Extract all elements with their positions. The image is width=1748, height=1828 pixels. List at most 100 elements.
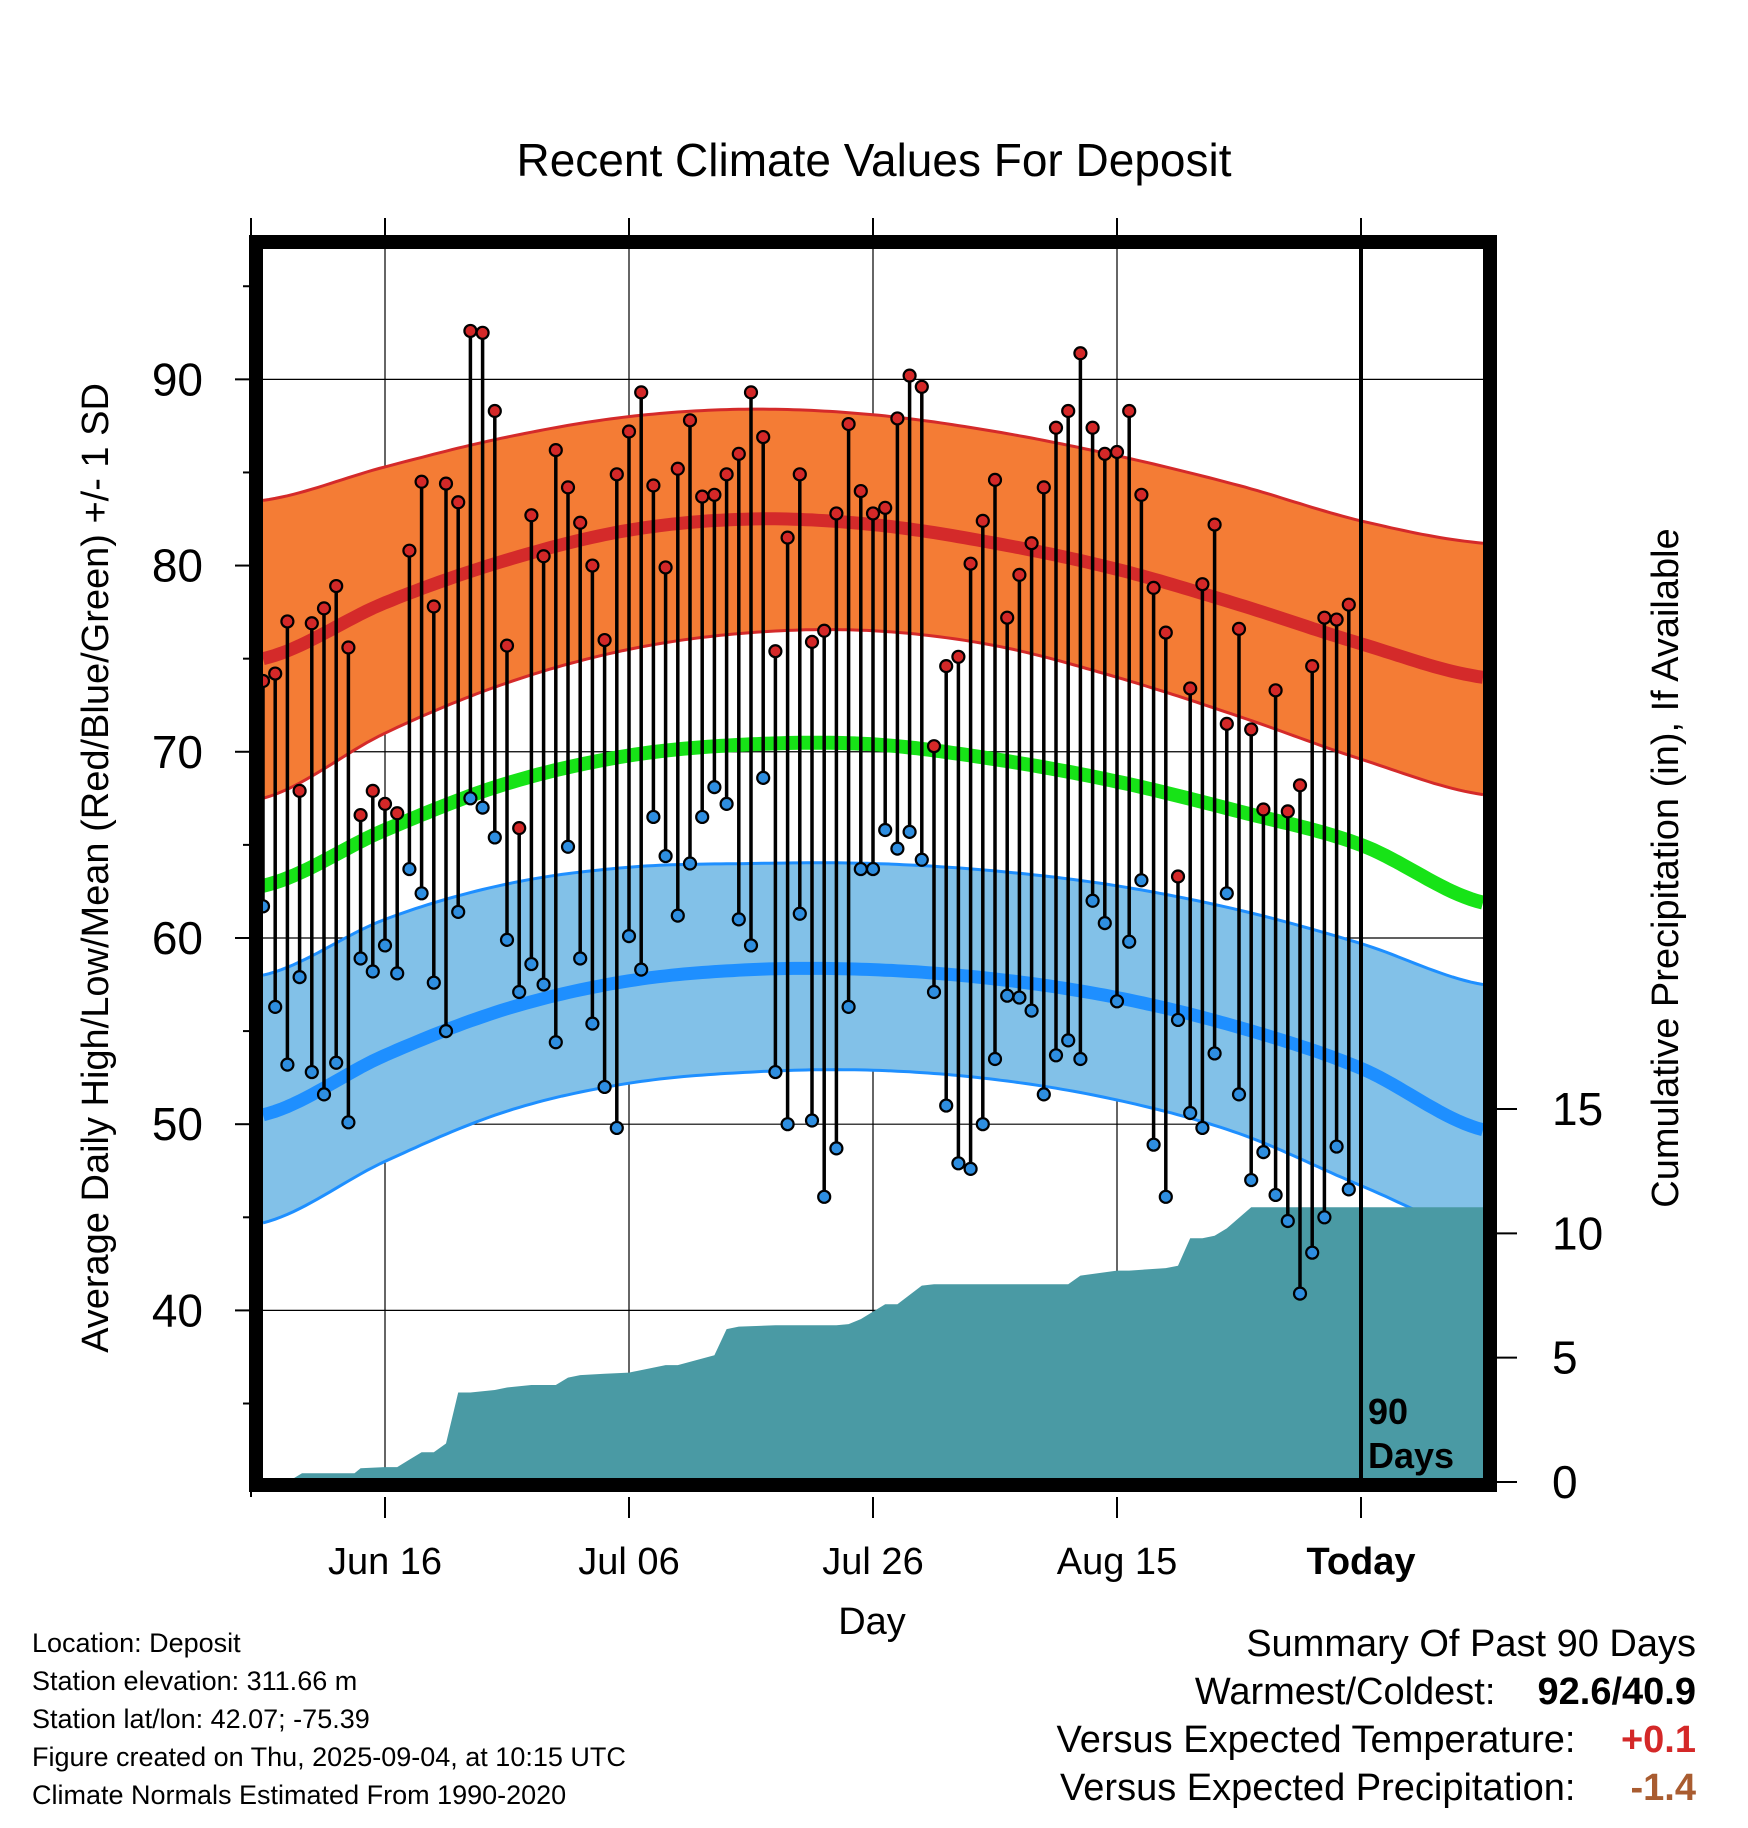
high-temp-point (829, 506, 844, 521)
low-temp-point (841, 999, 856, 1014)
low-temp-point (451, 904, 466, 920)
precip-value: -1.4 (1630, 1767, 1696, 1809)
low-temp-point (1122, 934, 1137, 949)
low-temp-point (1280, 1213, 1295, 1229)
high-temp-point (1244, 722, 1259, 737)
y-tick-label: 40 (152, 1284, 203, 1336)
low-temp-point (524, 956, 539, 972)
low-temp-point (817, 1189, 832, 1204)
high-temp-point (560, 480, 576, 495)
high-temp-point (1000, 610, 1015, 625)
x-tick-label: Aug 15 (1057, 1541, 1177, 1583)
low-temp-point (414, 886, 429, 901)
low-temp-point (890, 841, 905, 856)
low-temp-point (1183, 1105, 1198, 1121)
high-temp-point (707, 487, 722, 502)
low-temp-point (1012, 990, 1027, 1005)
low-temp-point (263, 899, 271, 914)
low-temp-point (329, 1055, 344, 1070)
low-temp-point (914, 852, 929, 867)
low-temp-point (487, 830, 502, 845)
x-tick-label: Jun 16 (328, 1541, 442, 1583)
low-temp-point (304, 1064, 319, 1080)
high-temp-point (963, 556, 978, 571)
low-temp-point (536, 977, 551, 992)
low-temp-point (1158, 1189, 1173, 1204)
high-temp-point (573, 515, 588, 530)
low-temp-point (682, 856, 698, 871)
low-temp-point (902, 824, 917, 839)
high-temp-point (804, 634, 820, 650)
high-temp-point (329, 578, 344, 594)
high-temp-point (878, 500, 893, 515)
high-temp-point (646, 478, 661, 493)
low-temp-point (268, 999, 283, 1014)
low-temp-point (1048, 1048, 1064, 1063)
low-temp-point (1061, 1033, 1076, 1048)
high-upper-edge (263, 407, 1483, 545)
low-temp-point (280, 1057, 295, 1072)
low-temp-point (634, 962, 649, 977)
low-temp-point (390, 966, 405, 981)
plot-border (249, 235, 1497, 1492)
low-temp-point (1036, 1087, 1051, 1102)
high-temp-point (263, 673, 271, 689)
high-temp-point (292, 783, 307, 798)
low-temp-point (1231, 1087, 1247, 1102)
x-axis-label: Day (838, 1601, 906, 1643)
high-temp-point (670, 461, 685, 476)
low-temp-point (804, 1113, 820, 1128)
low-temp-point (926, 984, 942, 1000)
created-text: Figure created on Thu, 2025-09-04, at 10… (32, 1742, 626, 1772)
high-temp-point (1109, 444, 1125, 460)
high-temp-point (451, 495, 466, 510)
high-temp-point (987, 472, 1003, 488)
low-temp-point (548, 1035, 563, 1050)
low-temp-point (756, 770, 771, 785)
low-temp-point (768, 1064, 783, 1080)
y-tick-label: 50 (152, 1098, 203, 1150)
high-temp-point (512, 821, 527, 836)
high-temp-point (1219, 716, 1234, 731)
high-temp-point (268, 666, 283, 681)
high-temp-point (1329, 612, 1344, 627)
high-temp-point (695, 489, 710, 504)
high-temp-point (634, 385, 649, 400)
temp-label: Versus Expected Temperature: (1056, 1719, 1576, 1761)
low-temp-point (975, 1117, 990, 1132)
high-temp-point (780, 530, 795, 545)
y-axis-label: Average Daily High/Low/Mean (Red/Blue/Gr… (75, 383, 117, 1353)
low-temp-point (719, 796, 734, 812)
low-temp-point (1195, 1120, 1210, 1136)
high-temp-point (1146, 580, 1161, 596)
summary-heading: Summary Of Past 90 Days (1246, 1623, 1696, 1665)
low-temp-point (560, 839, 576, 854)
low-temp-point (341, 1115, 356, 1130)
high-temp-point (719, 467, 734, 482)
y-tick-label: 60 (152, 912, 203, 964)
low-temp-point (1134, 873, 1149, 888)
low-temp-point (646, 809, 661, 825)
plot-area (263, 249, 1483, 1478)
low-temp-point (1097, 915, 1112, 931)
latlon-text: Station lat/lon: 42.07; -75.39 (32, 1704, 370, 1734)
high-temp-point (865, 506, 881, 521)
precip-label: Versus Expected Precipitation: (1060, 1767, 1576, 1809)
high-temp-point (743, 385, 759, 400)
high-temp-point (1012, 567, 1027, 582)
low-temp-point (1317, 1210, 1332, 1225)
low-temp-point (792, 906, 807, 921)
high-temp-point (756, 429, 771, 445)
high-temp-point (316, 601, 332, 616)
elevation-text: Station elevation: 311.66 m (32, 1666, 358, 1696)
low-temp-point (609, 1120, 624, 1136)
high-temp-point (682, 413, 698, 428)
high-temp-point (365, 783, 380, 798)
today-marker-label: Days (1368, 1435, 1454, 1476)
location-text: Location: Deposit (32, 1628, 241, 1658)
low-temp-point (1341, 1182, 1356, 1197)
high-temp-point (1158, 625, 1173, 640)
high-temp-point (1231, 621, 1247, 636)
x-tick-label: Jul 26 (822, 1541, 923, 1583)
high-temp-point (1207, 517, 1222, 532)
